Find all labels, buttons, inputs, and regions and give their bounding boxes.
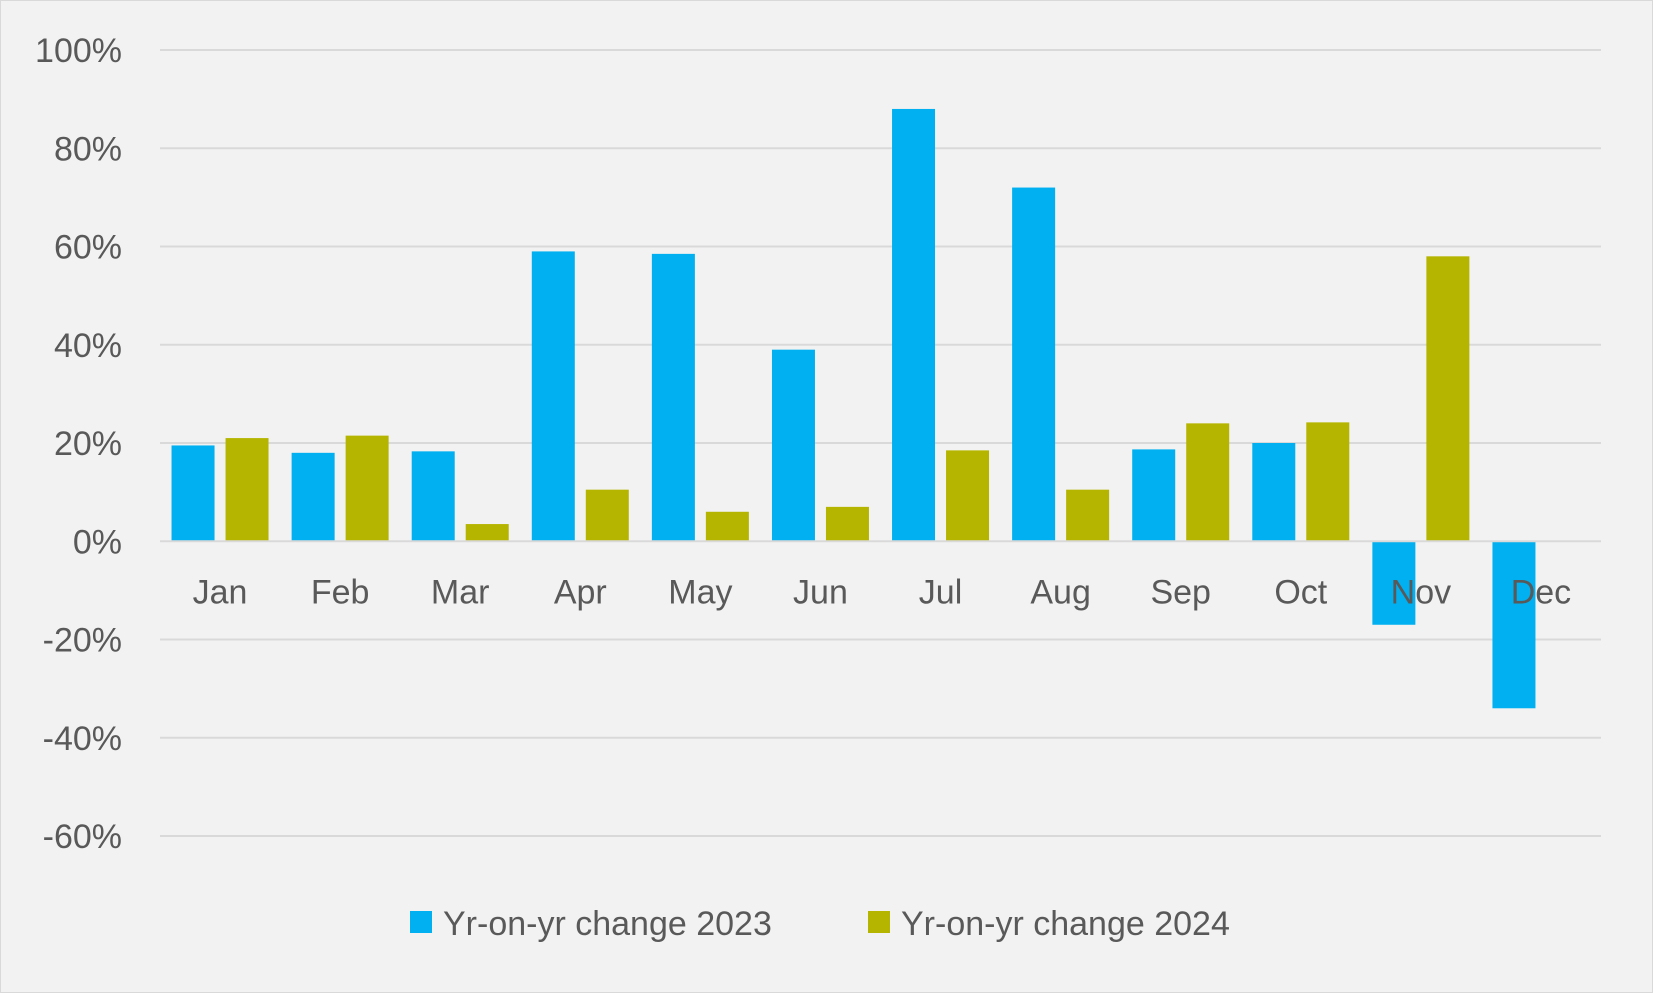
bar-2024-oct: [1306, 422, 1350, 542]
bar-2024-mar: [465, 524, 509, 542]
bar-2023-dec: [1492, 541, 1536, 709]
x-tick-label: Oct: [1274, 573, 1327, 611]
y-tick-label: -40%: [43, 720, 122, 758]
bar-2023-feb: [291, 452, 335, 542]
x-tick-label: Jan: [193, 573, 248, 611]
y-tick-label: -60%: [43, 818, 122, 856]
bar-2024-jul: [946, 450, 990, 542]
legend-swatch-2024: [868, 911, 890, 933]
x-tick-label: Feb: [311, 573, 370, 611]
bar-2023-jul: [892, 108, 936, 542]
x-tick-label: Sep: [1150, 573, 1211, 611]
legend-label-2024: Yr-on-yr change 2024: [901, 905, 1230, 943]
bar-2023-apr: [531, 251, 575, 542]
bar-2023-sep: [1132, 449, 1176, 542]
x-tick-label: Mar: [431, 573, 490, 611]
x-tick-label: Nov: [1391, 573, 1451, 611]
legend: Yr-on-yr change 2023 Yr-on-yr change 2024: [410, 905, 1230, 943]
bar-2023-may: [651, 253, 695, 542]
bar-2023-jun: [771, 349, 815, 542]
legend-label-2023: Yr-on-yr change 2023: [443, 905, 772, 943]
bar-2024-jan: [225, 438, 269, 542]
bar-2024-jun: [825, 506, 869, 542]
bar-2024-nov: [1426, 256, 1470, 542]
x-tick-label: Jun: [793, 573, 848, 611]
x-tick-label: Aug: [1030, 573, 1091, 611]
x-tick-label: May: [668, 573, 732, 611]
y-tick-label: 80%: [54, 130, 122, 168]
bar-2024-apr: [585, 489, 629, 542]
y-tick-label: 40%: [54, 327, 122, 365]
bar-2023-nov: [1372, 541, 1416, 625]
y-axis-tick-labels: 100% 80% 60% 40% 20% 0% -20% -40% -60%: [35, 32, 122, 856]
bar-2024-aug: [1066, 489, 1110, 542]
bar-2024-feb: [345, 435, 389, 542]
x-tick-label: Apr: [554, 573, 607, 611]
y-tick-label: 0%: [73, 523, 122, 561]
bar-2023-mar: [411, 451, 455, 542]
x-tick-label: Dec: [1511, 573, 1571, 611]
bar-2023-aug: [1012, 187, 1056, 542]
y-tick-label: 60%: [54, 229, 122, 267]
bars: [171, 108, 1536, 709]
gridlines: [160, 49, 1601, 837]
legend-swatch-2023: [410, 911, 432, 933]
y-tick-label: 100%: [35, 32, 122, 70]
x-tick-label: Jul: [919, 573, 962, 611]
bar-2023-jan: [171, 445, 215, 542]
bar-2024-may: [705, 511, 749, 542]
y-tick-label: 20%: [54, 425, 122, 463]
bar-2023-oct: [1252, 443, 1296, 542]
y-tick-label: -20%: [43, 622, 122, 660]
x-axis-tick-labels: Jan Feb Mar Apr May Jun Jul Aug Sep Oct Nov Dec: [193, 573, 1572, 611]
bar-2024-sep: [1186, 423, 1230, 542]
